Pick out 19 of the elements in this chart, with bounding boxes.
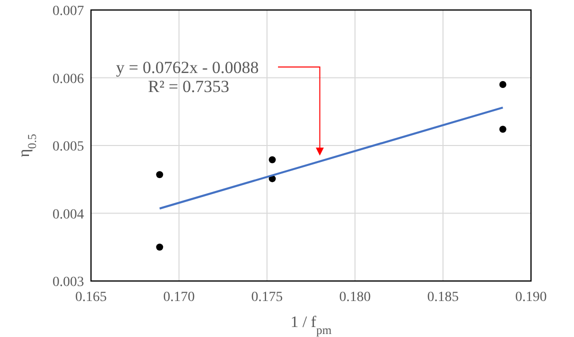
point [268, 156, 276, 164]
y-tick-label: 0.004 [52, 207, 84, 222]
point [156, 171, 164, 178]
annotation: y = 0.0762x - 0.0088 [116, 58, 259, 77]
y-tick-label: 0.007 [52, 4, 84, 19]
x-tick-label: 0.185 [427, 290, 459, 305]
y-tick-label: 0.005 [52, 140, 84, 154]
y-tick-label: 0.003 [52, 275, 84, 290]
x-tick-label: 0.170 [163, 290, 195, 305]
point [156, 244, 164, 251]
annotation: R² = 0.7353 [148, 77, 230, 96]
point [499, 81, 506, 88]
x-tick-label: 0.190 [515, 290, 547, 305]
y-tick-label: 0.006 [52, 72, 84, 87]
x-axis-title: 1 / f$_{pm}$ [290, 314, 332, 337]
x-tick-label: 0.175 [251, 290, 283, 305]
x-tick-label: 0.165 [75, 290, 107, 305]
x-tick-label: 0.180 [339, 290, 371, 305]
point [499, 126, 506, 133]
